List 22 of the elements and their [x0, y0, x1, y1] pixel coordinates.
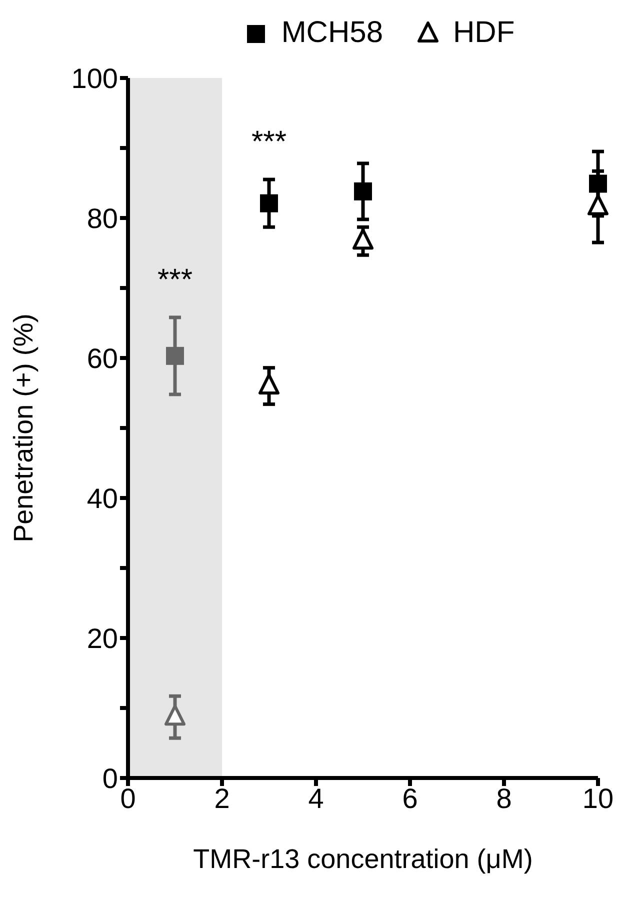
y-tick-label: 20 [86, 622, 118, 654]
legend-label: MCH58 [281, 16, 384, 50]
x-tick-label: 8 [496, 782, 512, 814]
legend-label: HDF [453, 16, 515, 50]
point [164, 704, 186, 726]
annotation: *** [157, 263, 193, 296]
x-tick-label: 6 [402, 782, 418, 814]
y-tick-label: 80 [86, 202, 118, 234]
y-tick-label: 60 [86, 342, 118, 374]
point [258, 374, 280, 394]
point [166, 346, 184, 365]
point [260, 194, 278, 212]
point [354, 182, 372, 200]
x-tick-label: 2 [214, 782, 230, 814]
annotation: *** [251, 126, 287, 158]
x-tick-label: 10 [582, 782, 614, 814]
x-tick-label: 4 [308, 782, 324, 814]
y-axis-title: Penetration (+) (%) [8, 314, 39, 542]
y-tick-label: 0 [102, 762, 118, 794]
x-axis-title: TMR-r13 concentration (μM) [193, 844, 533, 874]
y-tick-label: 100 [71, 62, 118, 94]
y-tick-label: 40 [86, 482, 118, 514]
